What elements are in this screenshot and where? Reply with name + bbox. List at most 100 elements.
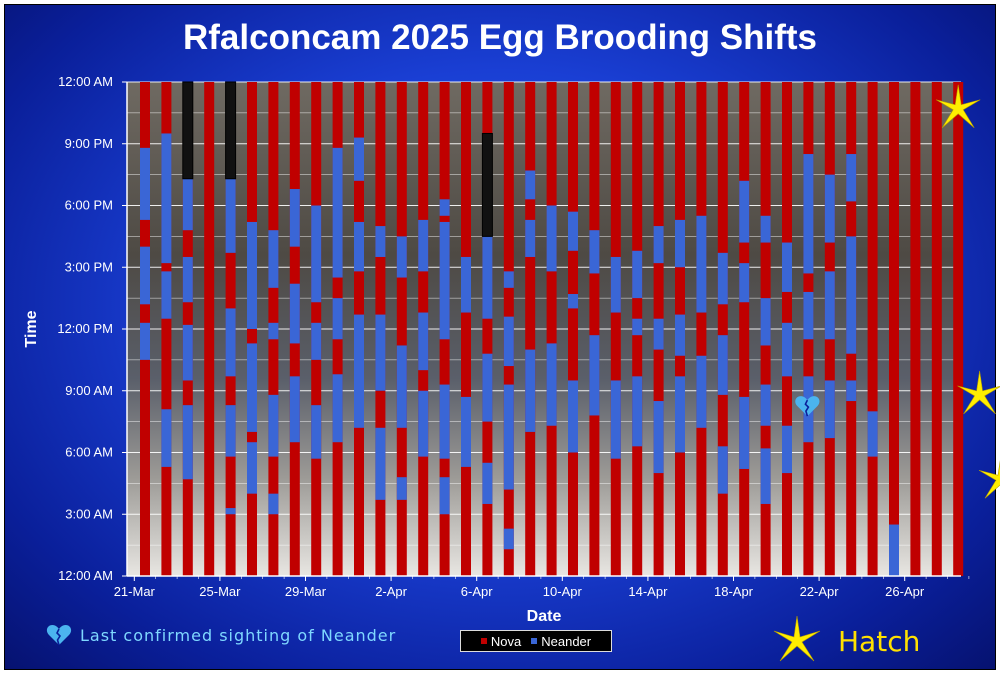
y-tick-label: 9:00 PM [65, 136, 113, 151]
neander-segment [760, 384, 771, 426]
neander-segment [289, 283, 300, 344]
day-bar-2-Apr [396, 82, 407, 576]
legend-swatch-neander [531, 638, 538, 644]
neander-segment [140, 246, 150, 305]
camera-off-segment [225, 81, 237, 180]
nova-segment [204, 82, 215, 576]
nova-segment [546, 82, 557, 576]
neander-segment [396, 236, 407, 278]
day-bar-28-Mar [289, 82, 300, 576]
legend-label-neander: Neander [541, 633, 592, 649]
day-bar-31-Mar [354, 82, 364, 576]
neander-segment [161, 409, 172, 467]
neander-segment [225, 405, 236, 457]
day-bar-23-Apr [846, 82, 857, 576]
day-bar-27-Apr [931, 82, 942, 576]
day-bar-4-Apr [439, 82, 450, 576]
neander-segment [268, 394, 279, 457]
neander-segment [653, 401, 664, 474]
neander-segment [653, 226, 664, 264]
neander-segment [760, 215, 771, 243]
y-tick-label: 6:00 AM [65, 445, 113, 460]
neander-segment [568, 380, 578, 453]
neander-segment [675, 376, 685, 453]
neander-segment [247, 442, 257, 494]
neander-segment [418, 312, 429, 371]
neander-segment [803, 291, 814, 340]
neander-segment [268, 493, 279, 515]
neander-segment [332, 298, 343, 340]
neander-segment [354, 221, 364, 272]
nova-segment [696, 82, 707, 576]
x-tick-label: 25-Mar [199, 584, 241, 599]
neander-segment [782, 322, 792, 377]
day-bar-8-Apr [525, 82, 536, 576]
day-bar-28-Apr [953, 82, 964, 576]
day-bar-15-Apr [675, 82, 685, 576]
day-bar-5-Apr [461, 82, 471, 576]
day-bar-26-Apr [910, 82, 921, 576]
starburst-icon [773, 615, 821, 662]
neander-segment [439, 477, 450, 515]
neander-segment [375, 314, 386, 391]
day-bar-1-Apr [375, 82, 386, 576]
neander-segment [161, 133, 172, 264]
y-axis-label: Time [23, 310, 40, 347]
neander-segment [717, 335, 728, 395]
y-tick-label: 9:00 AM [65, 383, 113, 398]
neander-segment [482, 462, 493, 504]
neander-segment [140, 147, 150, 220]
neander-segment [461, 256, 471, 313]
nova-segment [396, 82, 407, 576]
neander-segment [268, 322, 279, 340]
neander-segment [182, 405, 193, 480]
broken-heart-marker [795, 396, 820, 417]
nova-segment [161, 82, 172, 576]
neander-segment [739, 263, 750, 303]
nova-segment [610, 82, 621, 576]
neander-segment [824, 271, 835, 340]
neander-segment [675, 314, 685, 356]
neander-segment [632, 250, 643, 299]
neander-segment [182, 256, 193, 303]
nova-segment [525, 82, 536, 576]
day-bar-21-Mar [140, 82, 150, 576]
neander-segment [782, 242, 792, 292]
hatch-star-marker [978, 459, 1000, 499]
neander-segment [867, 411, 878, 457]
legend-item-nova: Nova [480, 634, 521, 649]
hatch-text: Hatch [838, 624, 921, 658]
last-sighting-text: Last confirmed sighting of Neander [80, 625, 397, 645]
day-bar-24-Mar [204, 82, 215, 576]
neander-segment [717, 252, 728, 305]
neander-segment [225, 508, 236, 515]
neander-segment [525, 349, 536, 432]
nova-segment [867, 82, 878, 576]
neander-segment [525, 219, 536, 257]
day-bar-12-Apr [610, 82, 621, 576]
neander-segment [696, 215, 707, 313]
neander-segment [632, 376, 643, 447]
day-bar-9-Apr [546, 82, 557, 576]
nova-segment [889, 82, 899, 576]
neander-segment [846, 154, 857, 202]
legend-swatch-nova [480, 638, 487, 644]
x-tick-label: 6-Apr [461, 584, 493, 599]
camera-off-segment [182, 81, 194, 180]
nova-segment [910, 82, 921, 576]
neander-segment [354, 314, 364, 428]
day-bar-25-Apr [889, 82, 899, 576]
day-bar-26-Mar [247, 82, 257, 576]
neander-segment [782, 425, 792, 474]
day-bar-7-Apr [503, 82, 514, 576]
neander-segment [289, 376, 300, 443]
day-bar-22-Mar [161, 82, 172, 576]
neander-segment [610, 380, 621, 459]
neander-segment [525, 170, 536, 200]
day-bar-13-Apr [632, 82, 643, 576]
neander-segment [632, 318, 643, 336]
day-bar-18-Apr [739, 82, 750, 576]
day-bar-21-Apr [803, 82, 814, 576]
neander-segment [482, 353, 493, 422]
